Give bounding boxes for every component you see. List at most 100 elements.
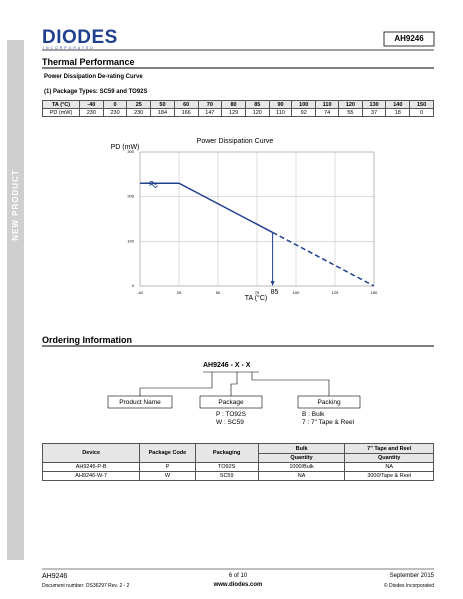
packing-options: B : Bulk 7 : 7" Tape & Reel [302,411,354,427]
table-cell: 230 [126,108,152,117]
table-row: PD (mW) 230 230 230 184 166 147 129 120 110 92 74 55… [42,108,434,117]
table-cell: 55 [338,108,363,117]
arrow-head [270,281,275,286]
table-row: TA (°C) -40 0 25 50 60 70 80 85 90 100 110 120 130 140… [42,100,434,109]
side-label: NEW PRODUCT [11,169,20,240]
table-cell: 129 [221,108,246,117]
table-row: Device Package Code Packaging Bulk 7" Tape a… [41,443,434,463]
box-label: Product Name [119,399,161,406]
table-cell: 150 [409,100,434,109]
footer-doc: Document number: DS36297 Rev. 2 - 2 [42,583,130,589]
y-tick-label: 300 [127,149,134,154]
table-cell: 120 [244,108,270,117]
x-tick-label: 150 [371,290,378,295]
table-cell: 25 [126,100,152,109]
x-tick-label: 125 [332,290,339,295]
option: P : TO92S [216,411,246,418]
table-cell: 0 [409,108,434,117]
table-header: Device [41,443,141,463]
table-cell: 80 [221,100,246,109]
table-cell: 50 [150,100,175,109]
option: B : Bulk [302,411,325,418]
table-cell: 230 [79,108,104,117]
option: W : SC59 [216,419,244,426]
side-band [7,40,24,560]
table-header: Package Code [139,443,196,463]
y-tick-label: 100 [127,238,134,243]
table-cell: 60 [173,100,199,109]
footer-url: www.diodes.com [213,582,263,588]
annotation: 85 [271,289,279,296]
chart-title: Power Dissipation Curve [197,138,274,145]
logo-sub: INCORPORATED [43,46,95,50]
table-cell: 1000/Bulk [257,462,346,472]
section-heading: Thermal Performance [42,57,135,67]
connector [139,372,213,396]
table-subheader: Quantity [257,453,346,463]
table-cell: 100 [291,100,317,109]
table-cell: 110 [268,108,293,117]
break-marker [149,180,158,185]
x-axis-label: TA (°C) [245,294,268,302]
x-tick-label: 75 [255,290,260,295]
package-note: (1) Package Types: SC59 and TO92S [44,89,148,95]
table-row: AH9246-W-7 W SC59 NA 3000/Tape & Reel [41,471,434,481]
option: 7 : 7" Tape & Reel [302,419,355,426]
table-cell: AH9246-P-B [41,462,141,472]
table-header: Bulk [257,443,346,454]
table-cell: 166 [173,108,199,117]
connector [251,372,330,396]
thermal-table: TA (°C) -40 0 25 50 60 70 80 85 90 100 110 120 130 140… [42,100,434,117]
table-cell: 74 [315,108,340,117]
table-cell: 37 [361,108,387,117]
table-cell: 110 [315,100,340,109]
logo: DIODES [42,27,118,48]
table-row: AH9246-P-B P TO92S 1000/Bulk NA [41,462,434,472]
table-header: 7" Tape and Reel [344,443,434,454]
y-tick-label: 200 [127,194,134,199]
table-cell: 230 [102,108,128,117]
y-tick-label: 0 [132,283,135,288]
table-cell: TA (°C) [42,100,80,109]
table-cell: P [139,462,196,472]
subheading: Power Dissipation De-rating Curve [44,74,143,80]
table-cell: NA [257,471,346,481]
table-cell: 130 [361,100,387,109]
x-tick-label: 50 [216,290,221,295]
table-cell: 85 [244,100,270,109]
table-cell: -40 [79,100,104,109]
table-cell: NA [344,462,434,472]
part-number: AH9246 [394,34,424,43]
part-box [383,31,435,47]
x-tick-label: 25 [177,290,182,295]
break-marker [149,183,158,188]
table-cell: 147 [197,108,223,117]
table-header: Packaging [194,443,259,463]
table-cell: 92 [291,108,317,117]
package-options: P : TO92S W : SC59 [216,411,246,427]
table-cell: 70 [197,100,223,109]
table-cell: 0 [102,100,128,109]
footer-date: September 2015 [389,573,434,579]
table-cell: PD (mW) [42,108,80,117]
box-label: Packing [317,399,341,406]
section-heading: Ordering Information [42,335,132,345]
footer-copyright: © Diodes Incorporated [383,583,434,589]
table-cell: 3000/Tape & Reel [344,471,434,481]
box [199,395,263,409]
table-cell: W [139,471,196,481]
table-subheader: Quantity [344,453,434,463]
footer-part: AH9246 [42,573,68,580]
y-axis-label: PD (mW) [111,144,140,151]
ordering-table: Device Package Code Packaging Bulk 7" Tape a… [41,443,434,481]
table-cell: AH9246-W-7 [41,471,141,481]
table-cell: 120 [338,100,363,109]
projected-line [272,231,375,287]
footer-page: 6 of 10 [228,573,248,579]
box [297,395,361,409]
box [107,395,173,409]
box-label: Package [218,399,244,406]
table-cell: 18 [385,108,411,117]
